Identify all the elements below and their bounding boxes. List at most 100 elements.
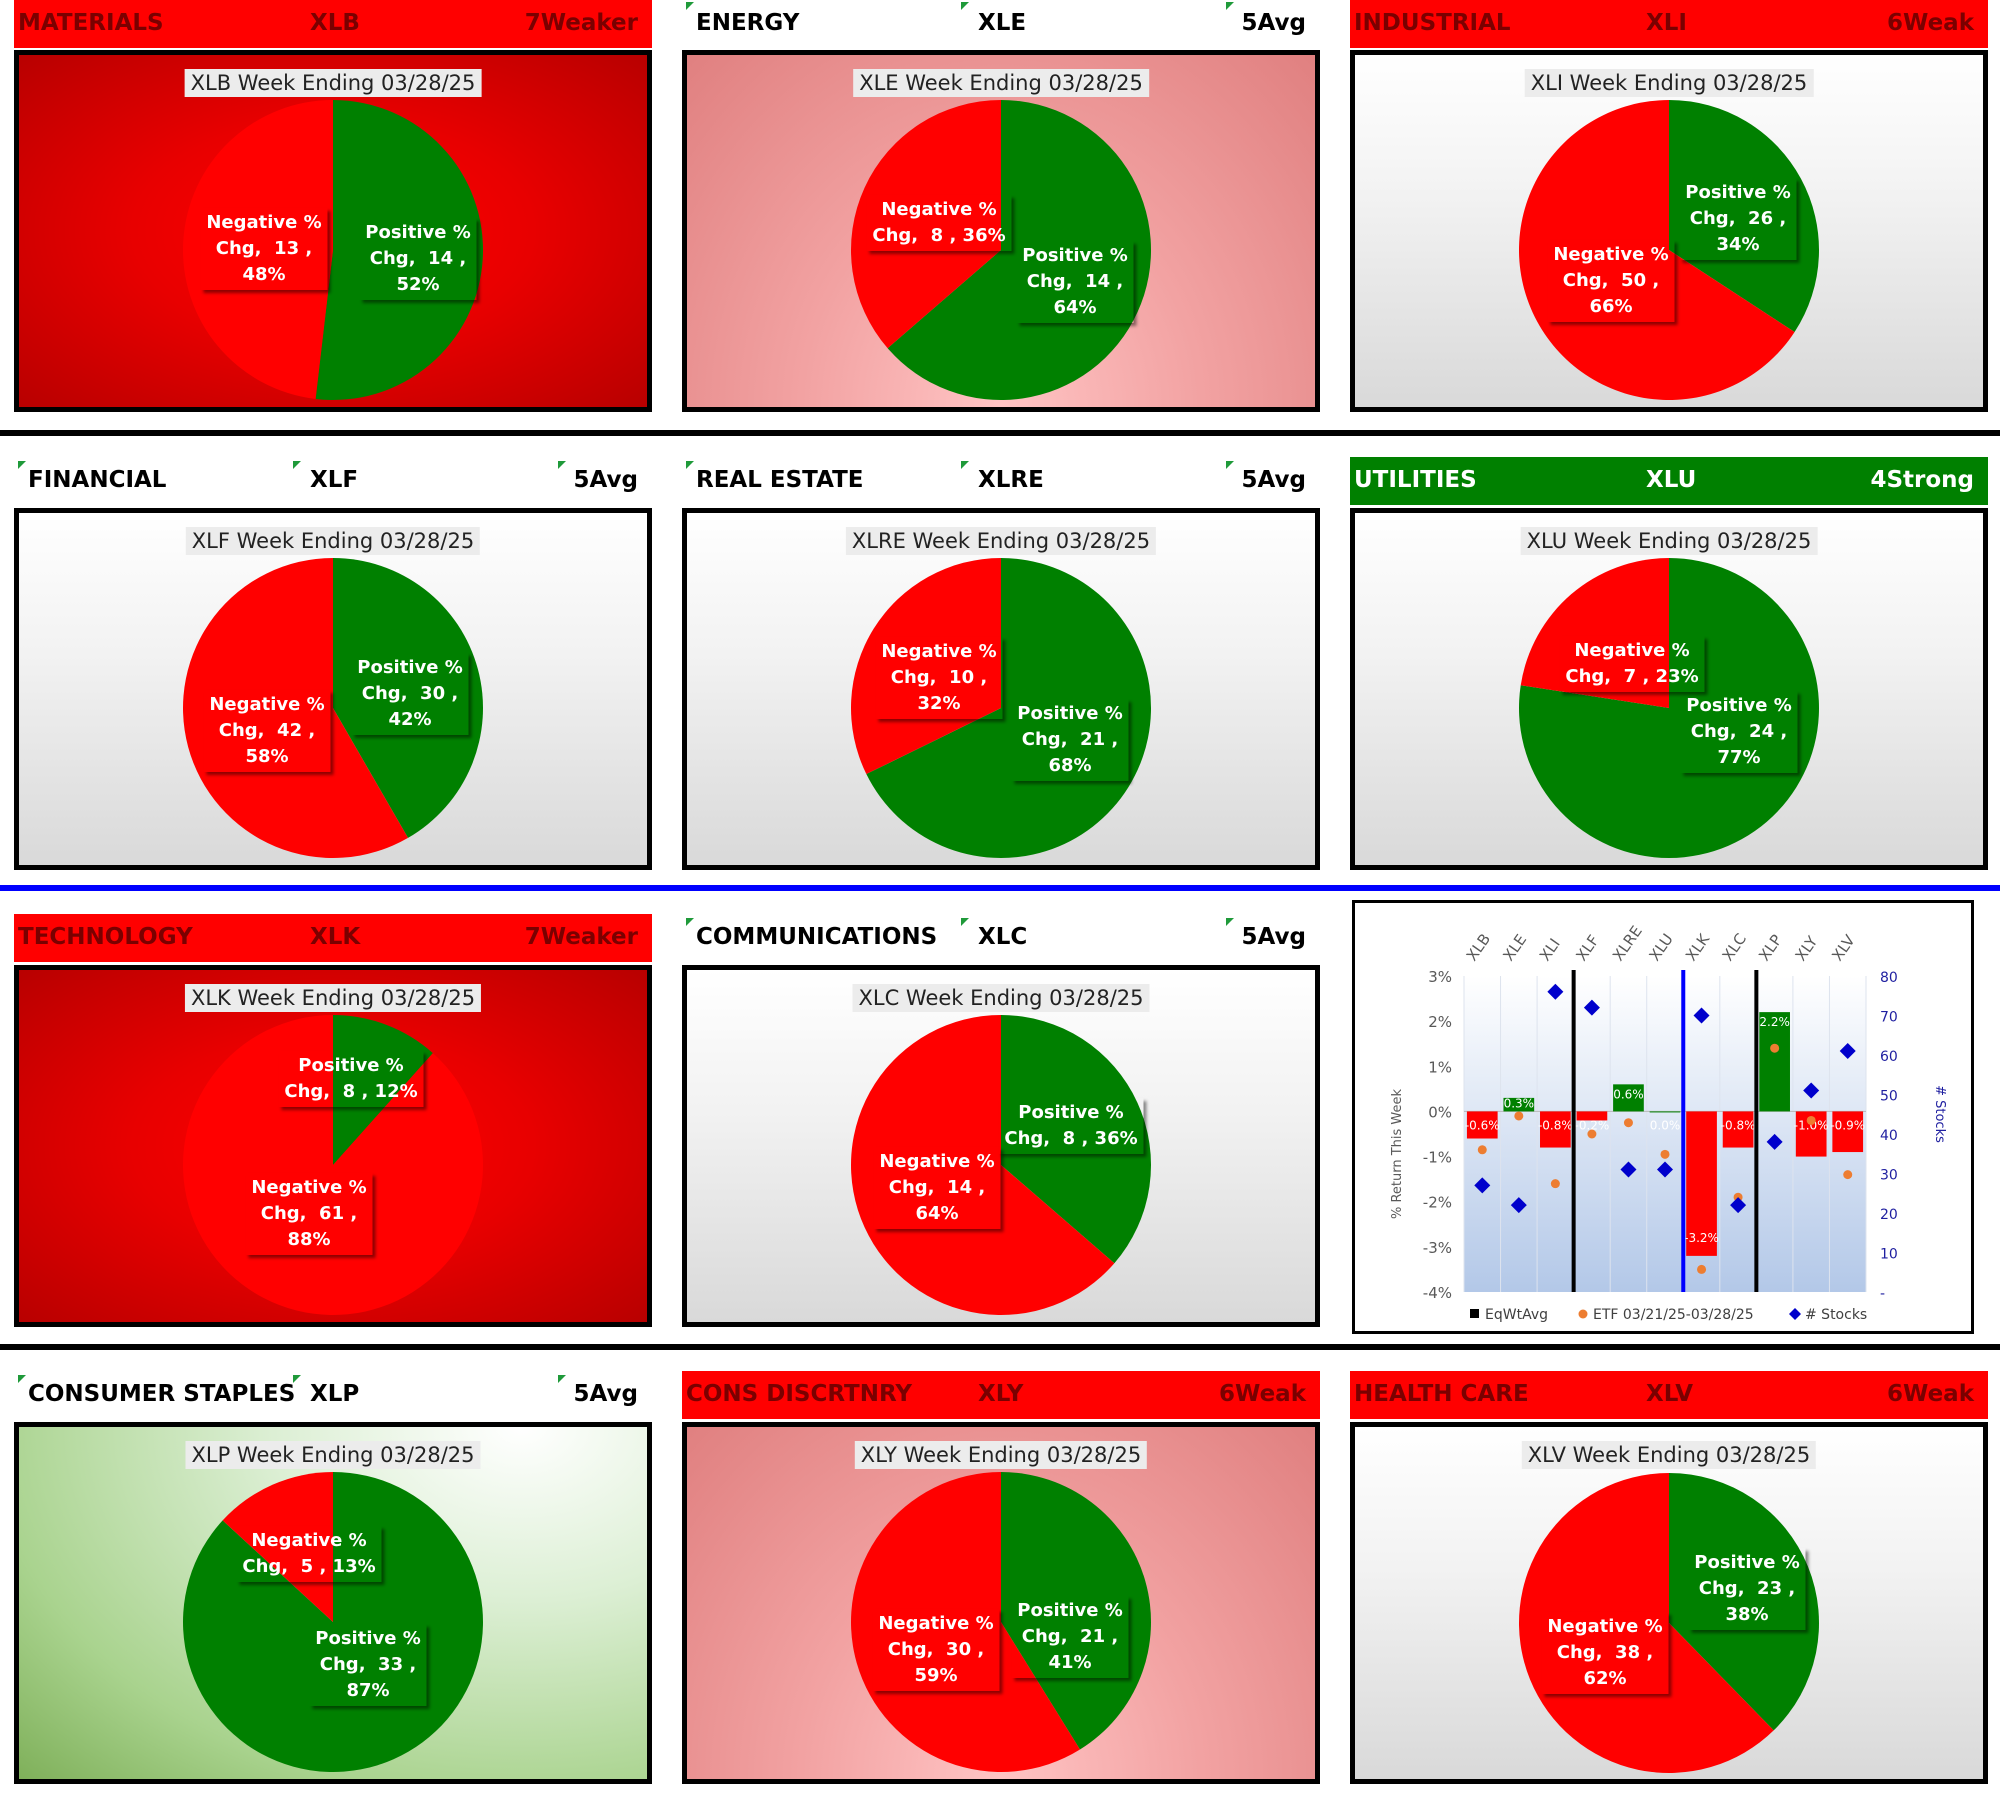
y-tick-label: 1%: [1428, 1058, 1452, 1076]
pie-title: XLF Week Ending 03/28/25: [185, 527, 481, 555]
sector-header: INDUSTRIAL XLI 6Weak: [1350, 0, 1988, 48]
data-label-negative: Negative % Chg, 61 , 88%: [245, 1173, 372, 1255]
etf-point: [1806, 1115, 1816, 1125]
sector-name: HEALTH CARE: [1354, 1381, 1529, 1407]
pie-chart: [1519, 100, 1819, 401]
x-tick-label: XLI: [1536, 935, 1564, 964]
pie-chart: [182, 100, 483, 400]
sector-name: CONSUMER STAPLES: [28, 1381, 296, 1407]
x-tick-label: XLRE: [1609, 922, 1646, 964]
comment-marker-icon: [558, 461, 566, 469]
pie-panel-xly: XLY Week Ending 03/28/25 Positive % Chg, …: [682, 1422, 1320, 1784]
y-tick-label: 2%: [1428, 1013, 1452, 1031]
x-tick-label: XLV: [1828, 931, 1859, 964]
data-label-negative: Negative % Chg, 10 , 32%: [875, 637, 1002, 719]
etf-point: [1587, 1129, 1597, 1139]
sector-ticker: XLK: [310, 924, 361, 950]
y2-tick-label: 40: [1880, 1128, 1898, 1144]
pie-slice-positive: [1001, 1015, 1151, 1264]
sector-header: CONS DISCRTNRY XLY 6Weak: [682, 1371, 1320, 1419]
sector-header: UTILITIES XLU 4Strong: [1350, 457, 1988, 505]
bar-eqwtavg: [1686, 1111, 1717, 1256]
pie-slice-positive: [887, 100, 1151, 400]
stocks-count-point: [1766, 1133, 1783, 1150]
pie-chart: [183, 558, 484, 858]
y2-tick-label: -: [1880, 1286, 1885, 1302]
pie-panel-xli: XLI Week Ending 03/28/25 Positive % Chg, …: [1350, 50, 1988, 412]
data-label-positive: Positive % Chg, 21 , 68%: [1011, 699, 1128, 781]
comment-marker-icon: [558, 1375, 566, 1383]
data-label-positive: Positive % Chg, 24 , 77%: [1680, 691, 1797, 773]
data-label-negative: Negative % Chg, 42 , 58%: [203, 690, 330, 772]
sector-header: ENERGY XLE 5Avg: [682, 0, 1320, 48]
pie-slice-positive: [333, 558, 484, 838]
y2-tick-label: 80: [1880, 970, 1898, 986]
x-tick-label: XLU: [1646, 930, 1677, 964]
etf-point: [1660, 1149, 1670, 1159]
data-label-positive: Positive % Chg, 8 , 36%: [998, 1098, 1143, 1154]
bar-data-label: -0.8%: [1721, 1118, 1756, 1132]
return-combo-chart: 3% 2% 1% 0% -1% -2% -3% -4% 80 70 60 50 40 30 20 10 - % R…: [1352, 900, 1974, 1334]
pie-panel-xlb: XLB Week Ending 03/28/25 Positive % Chg, …: [14, 50, 652, 412]
sector-rating: 4Strong: [1870, 467, 1974, 493]
bar-eqwtavg: [1722, 1111, 1754, 1148]
pie-panel-xlu: XLU Week Ending 03/28/25 Positive % Chg, …: [1350, 508, 1988, 870]
x-tick-label: XLB: [1463, 930, 1494, 964]
y-tick-label: -1%: [1423, 1149, 1452, 1167]
pie-title: XLC Week Ending 03/28/25: [852, 984, 1150, 1012]
bar-eqwtavg: [1759, 1012, 1790, 1112]
pie-slice-negative: [1520, 558, 1669, 708]
bar-data-label: 2.2%: [1759, 1015, 1790, 1029]
x-tick-label: XLP: [1755, 931, 1786, 964]
y2-tick-label: 60: [1880, 1049, 1898, 1065]
comment-marker-icon: [686, 461, 694, 469]
y-tick-label: -4%: [1423, 1284, 1452, 1302]
pie-slice-positive: [1669, 1473, 1819, 1731]
stocks-count-point: [1474, 1177, 1491, 1194]
x-tick-label: XLY: [1792, 932, 1822, 964]
sector-header: MATERIALS XLB 7Weaker: [14, 0, 652, 48]
data-label-positive: Positive % Chg, 26 , 34%: [1679, 178, 1796, 260]
sector-name: TECHNOLOGY: [18, 924, 193, 950]
pie-slice-positive: [315, 100, 483, 400]
sector-rating: 5Avg: [573, 467, 638, 493]
sector-rating: 7Weaker: [524, 924, 638, 950]
pie-slice-negative: [183, 558, 408, 858]
divider-black: [0, 1344, 2000, 1350]
comment-marker-icon: [18, 461, 26, 469]
etf-point: [1770, 1043, 1780, 1053]
etf-point: [1623, 1118, 1633, 1128]
pie-chart: [850, 1015, 1151, 1315]
sector-ticker: XLE: [978, 10, 1027, 36]
bar-data-label: 0.6%: [1613, 1087, 1644, 1101]
pie-slice-negative: [851, 1472, 1080, 1772]
data-label-negative: Negative % Chg, 5 , 13%: [236, 1526, 381, 1582]
sector-name: ENERGY: [696, 10, 800, 36]
sector-rating: 5Avg: [1241, 924, 1306, 950]
pie-title: XLB Week Ending 03/28/25: [184, 69, 482, 97]
data-label-positive: Positive % Chg, 30 , 42%: [351, 653, 468, 735]
data-label-positive: Positive % Chg, 8 , 12%: [278, 1051, 423, 1107]
bar-data-label: -0.9%: [1830, 1118, 1865, 1132]
sector-name: UTILITIES: [1354, 467, 1477, 493]
y2-tick-label: 10: [1880, 1247, 1898, 1263]
pie-panel-xlre: XLRE Week Ending 03/28/25 Positive % Chg,…: [682, 508, 1320, 870]
legend-label: ETF 03/21/25-03/28/25: [1593, 1307, 1754, 1323]
data-label-negative: Negative % Chg, 30 , 59%: [872, 1609, 999, 1691]
bar-eqwtavg: [1503, 1097, 1535, 1112]
pie-slice-negative: [222, 1472, 333, 1622]
pie-panel-xlk: XLK Week Ending 03/28/25 Positive % Chg, …: [14, 965, 652, 1327]
etf-point: [1514, 1111, 1524, 1121]
divider-blue: [0, 885, 2000, 891]
data-label-positive: Positive % Chg, 21 , 41%: [1011, 1596, 1128, 1678]
legend-label: # Stocks: [1805, 1307, 1867, 1323]
pie-slice-positive: [1669, 100, 1819, 333]
data-label-negative: Negative % Chg, 14 , 64%: [873, 1147, 1000, 1229]
data-label-negative: Negative % Chg, 13 , 48%: [200, 208, 327, 290]
divider-black: [0, 430, 2000, 436]
sector-name: INDUSTRIAL: [1354, 10, 1511, 36]
x-tick-label: XLF: [1572, 932, 1602, 965]
sector-name: REAL ESTATE: [696, 467, 864, 493]
y2-tick-label: 30: [1880, 1168, 1898, 1184]
pie-chart: [183, 1472, 484, 1772]
